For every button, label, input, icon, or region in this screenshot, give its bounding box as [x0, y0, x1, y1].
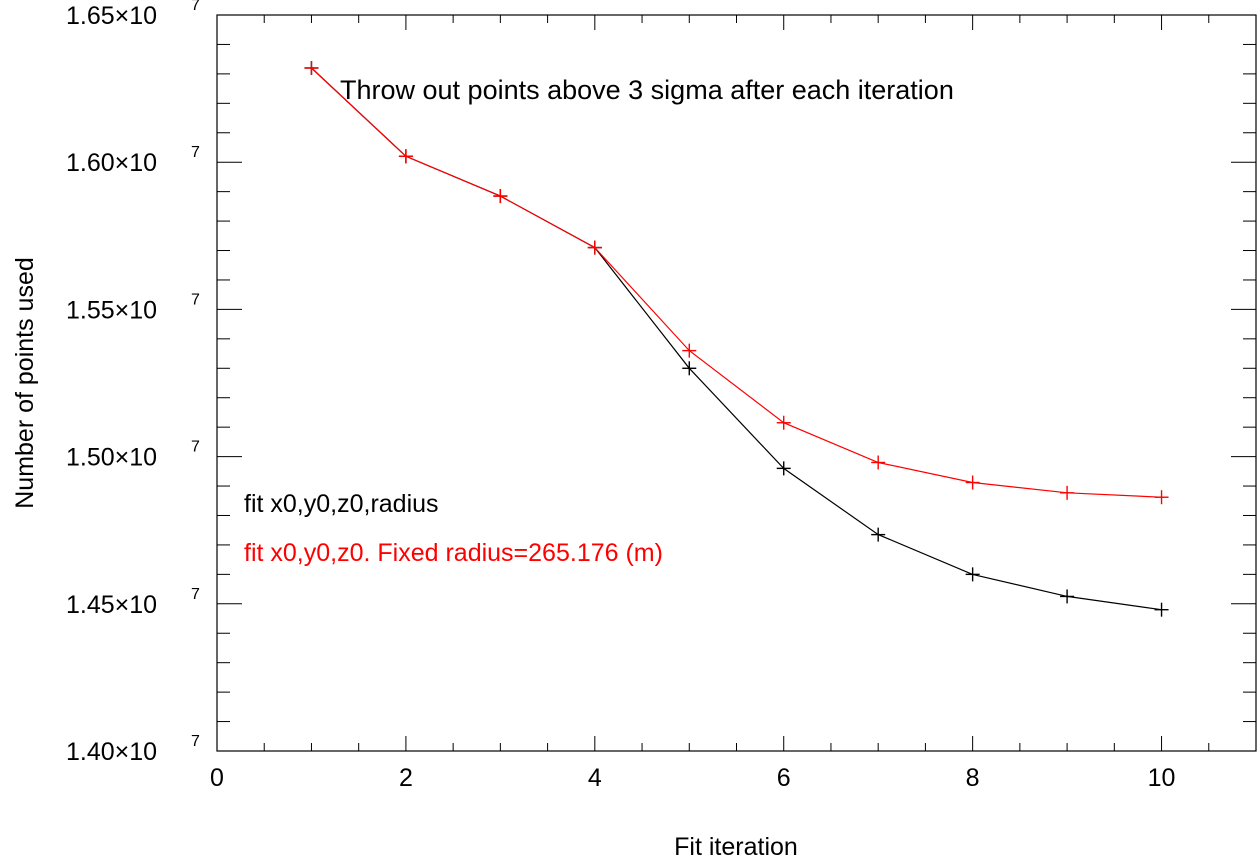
- data-point: [1060, 589, 1075, 604]
- x-tick-label: 2: [399, 764, 413, 792]
- data-point: [304, 60, 319, 75]
- y-tick-label: 1.65×10: [66, 2, 157, 30]
- data-point: [1154, 602, 1169, 617]
- series-line-1: [311, 67, 1162, 498]
- y-tick-label: 1.55×10: [66, 296, 157, 324]
- data-point: [776, 415, 791, 430]
- series-line-0: [311, 67, 1162, 611]
- annotation-text: Throw out points above 3 sigma after eac…: [340, 75, 954, 105]
- x-tick-label: 8: [966, 764, 980, 792]
- y-tick-exponent: 7: [191, 586, 200, 603]
- y-tick-exponent: 7: [191, 733, 200, 750]
- data-point: [1154, 490, 1169, 505]
- data-point: [1060, 485, 1075, 500]
- data-point: [682, 361, 697, 376]
- y-tick-label: 1.45×10: [66, 591, 157, 619]
- data-point: [398, 149, 413, 164]
- data-point: [871, 455, 886, 470]
- x-tick-label: 10: [1148, 764, 1176, 792]
- data-point: [871, 527, 886, 542]
- axis-ticks: [216, 14, 1257, 752]
- y-tick-label: 1.40×10: [66, 738, 157, 766]
- y-tick-exponent: 7: [191, 0, 200, 14]
- x-tick-label: 6: [777, 764, 791, 792]
- x-tick-label: 4: [588, 764, 602, 792]
- y-axis-label: Number of points used: [11, 257, 39, 509]
- y-tick-label: 1.60×10: [66, 149, 157, 177]
- x-tick-labels: 0 2 4 6 8 10: [210, 764, 1175, 792]
- y-tick-labels: 1.40×10 7 1.45×10 7 1.50×10 7 1.55×10 7 1.60×10 7…: [66, 0, 200, 766]
- y-tick-exponent: 7: [191, 144, 200, 161]
- y-tick-exponent: 7: [191, 291, 200, 308]
- data-point: [965, 567, 980, 582]
- data-point: [682, 343, 697, 358]
- data-point: [776, 461, 791, 476]
- y-tick-label: 1.50×10: [66, 444, 157, 472]
- data-point: [965, 475, 980, 490]
- x-tick-label: 0: [210, 764, 224, 792]
- y-tick-exponent: 7: [191, 439, 200, 456]
- x-axis-label: Fit iteration: [674, 833, 798, 861]
- legend-entry-fixed-radius: fit x0,y0,z0. Fixed radius=265.176 (m): [244, 539, 663, 567]
- data-point: [587, 240, 602, 255]
- legend-entry-fit-all: fit x0,y0,z0,radius: [244, 490, 439, 518]
- data-point: [493, 189, 508, 204]
- series-layer: [304, 60, 1169, 617]
